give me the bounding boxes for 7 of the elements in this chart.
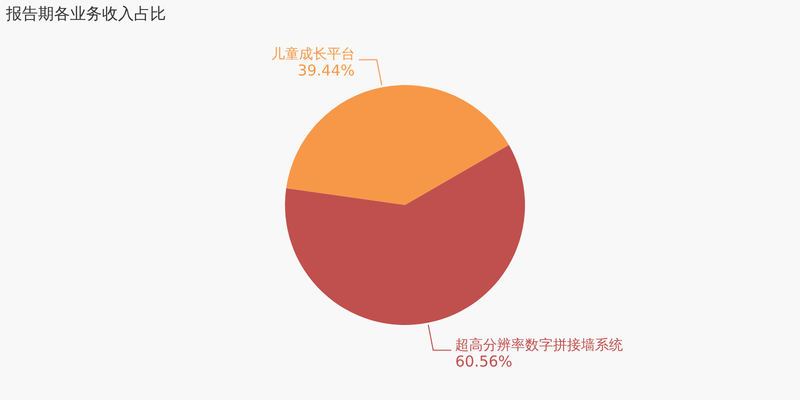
slice-label: 儿童成长平台 (270, 46, 355, 63)
slice-label: 超高分辨率数字拼接墙系统 (455, 337, 624, 354)
data-label: 60.56% (455, 352, 512, 370)
text: 报告期各业务收入占比 (6, 4, 166, 25)
pie-slice (285, 145, 525, 325)
data-label: 39.44% (298, 62, 355, 80)
pie-slice (286, 85, 509, 205)
